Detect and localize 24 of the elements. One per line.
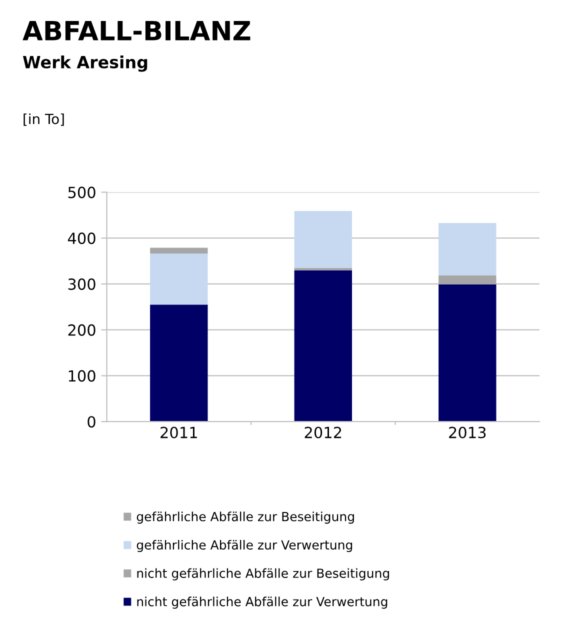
legend-label: nicht gefährliche Abfälle zur Beseitigung: [137, 568, 390, 580]
x-tick-label: 2012: [304, 426, 342, 438]
y-tick-label: 200: [68, 324, 96, 336]
y-tick-label: 400: [68, 232, 96, 244]
bar: [150, 248, 208, 254]
y-tick-label: 300: [68, 278, 96, 290]
chart-subtitle: Werk Aresing: [22, 56, 148, 72]
bar: [438, 275, 496, 284]
legend-label: gefährliche Abfälle zur Verwertung: [136, 540, 352, 552]
bar: [294, 211, 352, 268]
bar: [438, 222, 496, 276]
chart-title: ABFALL-BILANZ: [22, 21, 250, 40]
bar: [438, 284, 496, 422]
y-axis-title: [in To]: [24, 113, 64, 126]
bar: [150, 254, 208, 305]
legend-label: nicht gefährliche Abfälle zur Verwertung: [137, 596, 388, 609]
x-tick-label: 2013: [449, 426, 486, 438]
legend-label: gefährliche Abfälle zur Beseitigung: [136, 512, 354, 524]
bar: [294, 270, 352, 422]
bar: [150, 304, 208, 422]
y-tick-label: 500: [68, 186, 96, 198]
y-tick-label: 0: [88, 416, 96, 428]
x-tick-label: 2011: [160, 426, 197, 438]
y-tick-label: 100: [68, 370, 96, 382]
